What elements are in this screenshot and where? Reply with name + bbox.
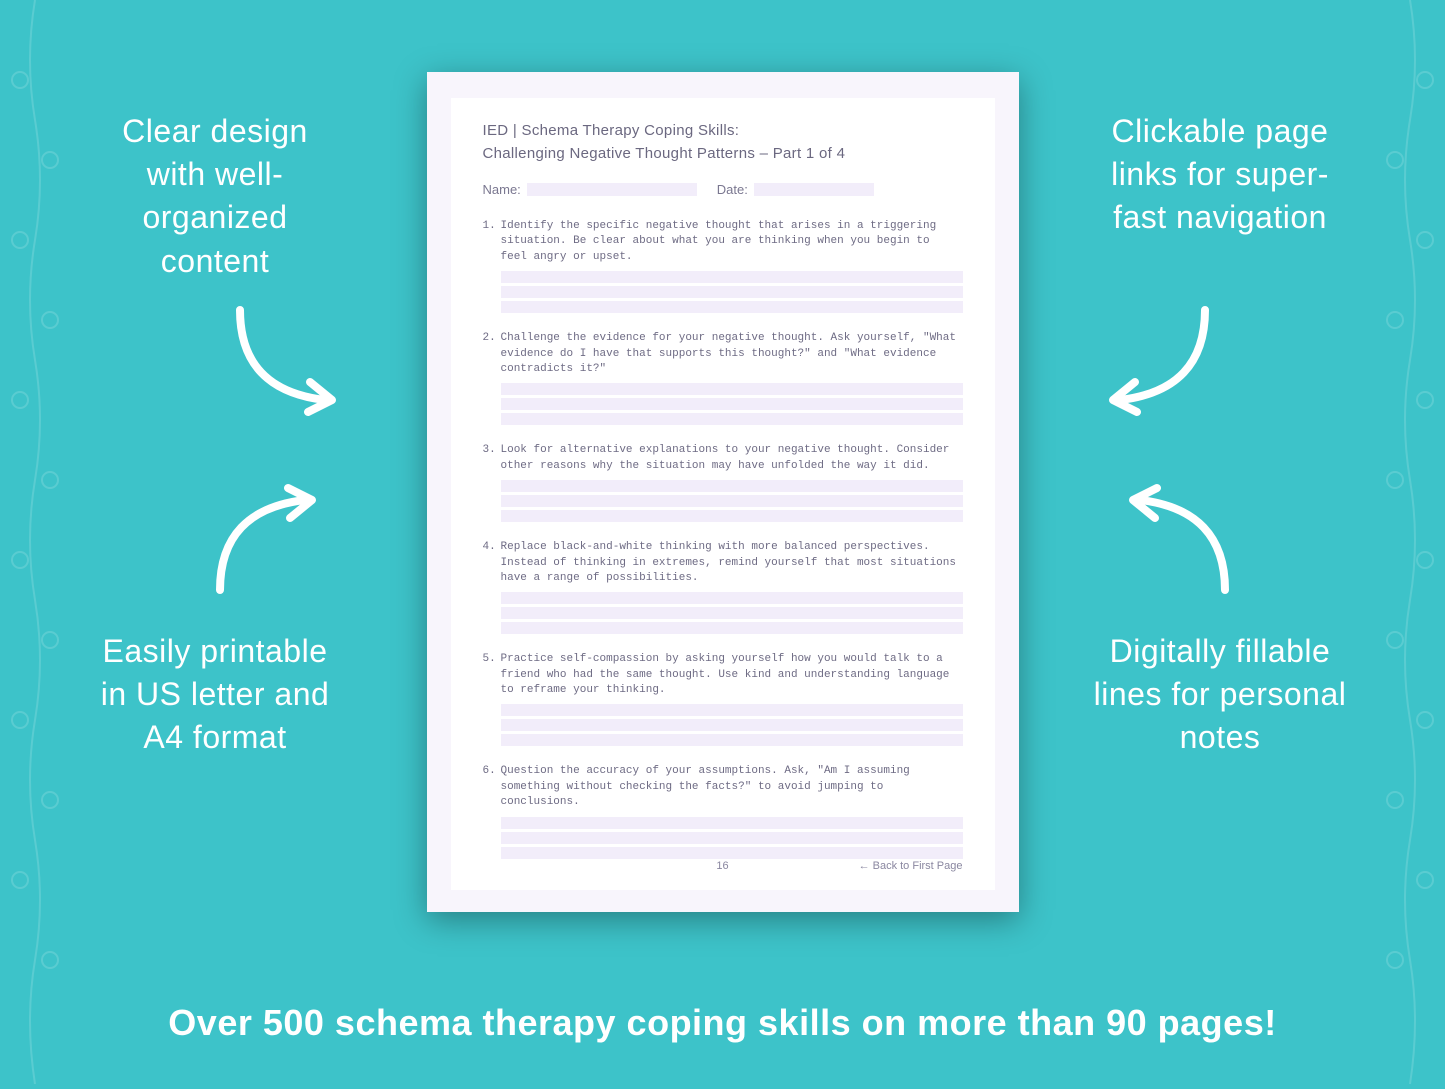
arrow-top-left [220, 300, 350, 420]
items-list: Identify the specific negative thought t… [483, 219, 963, 859]
name-label: Name: [483, 182, 521, 197]
name-field: Name: [483, 182, 697, 197]
item-3: Look for alternative explanations to you… [483, 443, 963, 522]
date-field: Date: [717, 182, 874, 197]
item-2: Challenge the evidence for your negative… [483, 331, 963, 425]
fill-lines[interactable] [501, 383, 963, 425]
page-title-line2: Challenging Negative Thought Patterns – … [483, 145, 963, 162]
fill-lines[interactable] [501, 817, 963, 859]
date-label: Date: [717, 182, 748, 197]
name-input-line[interactable] [527, 183, 697, 196]
floral-border-right [1375, 0, 1445, 1084]
item-text: Challenge the evidence for your negative… [501, 332, 956, 375]
item-5: Practice self-compassion by asking yours… [483, 652, 963, 746]
page-number: 16 [716, 860, 728, 872]
callout-bottom-right: Digitally fillable lines for personal no… [1090, 630, 1350, 760]
floral-border-left [0, 0, 70, 1084]
arrow-top-right [1095, 300, 1225, 420]
item-6: Question the accuracy of your assumption… [483, 764, 963, 858]
arrow-bottom-left [200, 480, 330, 600]
page-footer: 16 ← Back to First Page [483, 860, 963, 872]
date-input-line[interactable] [754, 183, 874, 196]
name-date-row: Name: Date: [483, 182, 963, 197]
back-to-first-page-link[interactable]: ← Back to First Page [859, 860, 963, 872]
worksheet-page-inner: IED | Schema Therapy Coping Skills: Chal… [451, 98, 995, 890]
fill-lines[interactable] [501, 704, 963, 746]
callout-bottom-left: Easily printable in US letter and A4 for… [95, 630, 335, 760]
fill-lines[interactable] [501, 592, 963, 634]
item-1: Identify the specific negative thought t… [483, 219, 963, 313]
page-title-line1: IED | Schema Therapy Coping Skills: [483, 122, 963, 139]
item-text: Replace black-and-white thinking with mo… [501, 541, 956, 584]
fill-lines[interactable] [501, 271, 963, 313]
arrow-bottom-right [1115, 480, 1245, 600]
worksheet-page: IED | Schema Therapy Coping Skills: Chal… [427, 72, 1019, 912]
item-text: Practice self-compassion by asking yours… [501, 653, 950, 696]
callout-top-right: Clickable page links for super-fast navi… [1090, 110, 1350, 240]
item-text: Question the accuracy of your assumption… [501, 765, 910, 808]
item-text: Identify the specific negative thought t… [501, 220, 937, 263]
item-text: Look for alternative explanations to you… [501, 444, 950, 471]
item-4: Replace black-and-white thinking with mo… [483, 540, 963, 634]
fill-lines[interactable] [501, 480, 963, 522]
callout-top-left: Clear design with well-organized content [95, 110, 335, 283]
bottom-tagline: Over 500 schema therapy coping skills on… [0, 1002, 1445, 1044]
